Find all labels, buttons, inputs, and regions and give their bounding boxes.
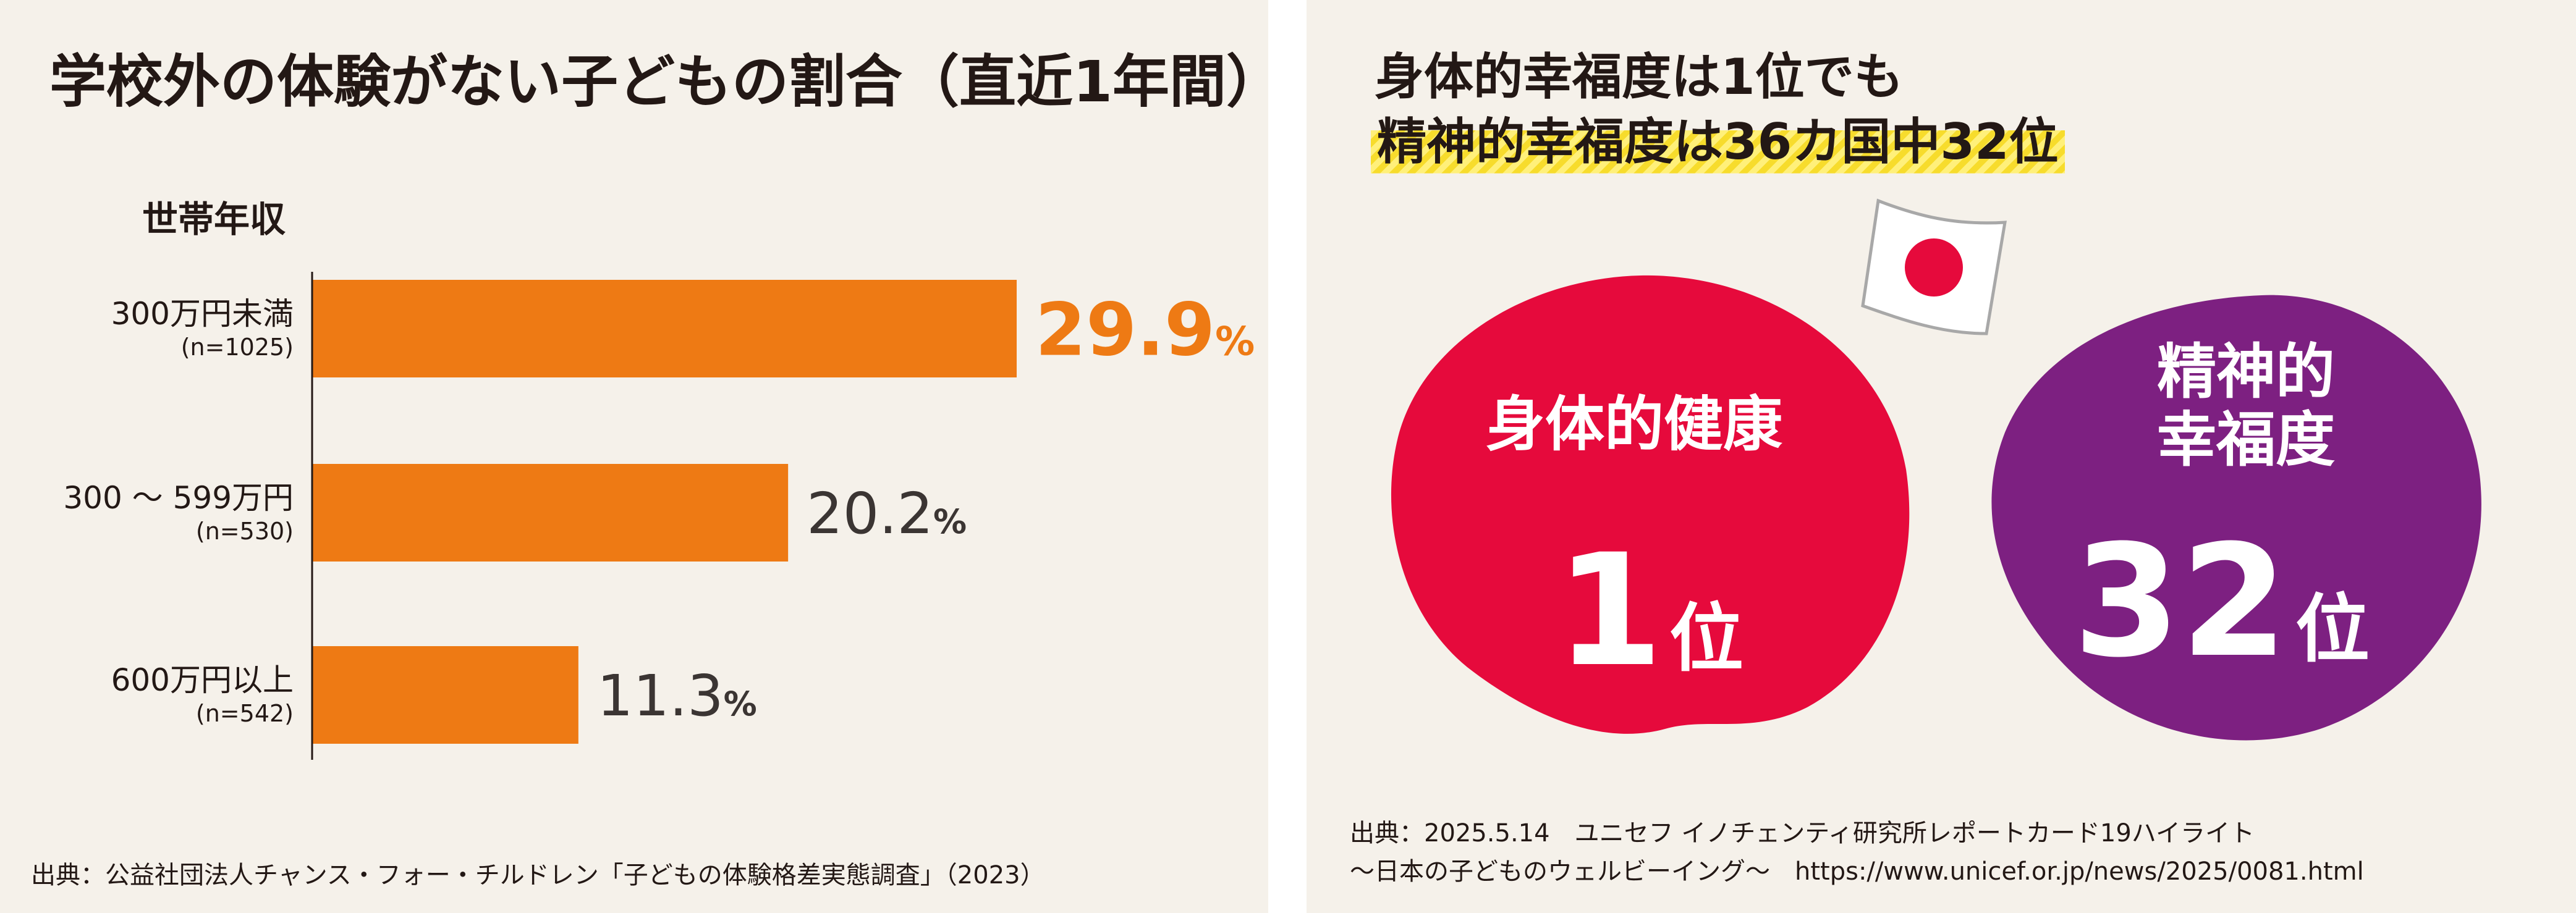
data-label-value: 20.2 — [807, 481, 933, 547]
mental-wellbeing-circle — [1991, 295, 2481, 741]
left-source-note: 出典：公益社団法人チャンス・フォー・チルドレン「子どもの体験格差実態調査」（20… — [31, 861, 1045, 890]
japan-flag-icon — [1861, 198, 2007, 335]
data-label: 20.2% — [807, 481, 967, 547]
right-source-line2: ～日本の子どものウェルビーイング～ https://www.unicef.or.… — [1350, 857, 2364, 886]
physical-health-circle — [1391, 275, 1910, 734]
ranking-circles: 身体的健康 1位 精神的 幸福度 32 位 — [1391, 275, 2481, 741]
mental-rank-suffix: 位 — [2295, 587, 2370, 673]
chart-title: 学校外の体験がない子どもの割合（直近1年間） — [49, 49, 1268, 115]
right-source-line1: 出典：2025.5.14 ユニセフ イノチェンティ研究所レポートカード19ハイラ… — [1350, 819, 2255, 848]
physical-rank-suffix: 位 — [1669, 596, 1743, 682]
right-panel: 身体的幸福度は1位でも 精神的幸福度は36カ国中32位 身体的健康 1位 精神的… — [1307, 0, 2576, 913]
mental-rank: 32 位 — [2073, 511, 2370, 691]
right-source-note: 出典：2025.5.14 ユニセフ イノチェンティ研究所レポートカード19ハイラ… — [1350, 814, 2364, 891]
bar — [312, 646, 578, 744]
sample-size-label: (n=542) — [196, 700, 294, 727]
category-label: 300 ～ 599万円 — [63, 480, 294, 516]
physical-label: 身体的健康 — [1486, 390, 1782, 459]
mental-label-line1: 精神的 — [2157, 337, 2335, 406]
axis-title: 世帯年収 — [142, 198, 286, 240]
data-label-value: 11.3 — [597, 663, 724, 729]
data-label: 11.3% — [597, 663, 757, 729]
mental-label-line2: 幸福度 — [2157, 405, 2335, 474]
data-label-unit: % — [933, 502, 967, 541]
right-title-line2-wrap: 精神的幸福度は36カ国中32位 — [1371, 102, 2065, 174]
right-title-line2: 精神的幸福度は36カ国中32位 — [1371, 102, 2065, 174]
category-label: 300万円未満 — [111, 296, 294, 332]
mental-rank-number: 32 — [2073, 511, 2288, 691]
data-label-unit: % — [724, 684, 757, 723]
bar — [312, 464, 789, 562]
data-label: 29.9% — [1035, 287, 1255, 372]
right-title-line1: 身体的幸福度は1位でも — [1375, 48, 1904, 106]
bar-chart: 世帯年収 300万円未満(n=1025) 29.9% 300 ～ 599万円(n=53… — [63, 198, 1255, 760]
bar — [312, 280, 1017, 377]
physical-rank: 1位 — [1556, 521, 1743, 701]
left-panel: 学校外の体験がない子どもの割合（直近1年間） 世帯年収 300万円未満 (n=102… — [0, 0, 1268, 913]
data-label-unit: % — [1215, 319, 1255, 364]
physical-rank-number: 1 — [1556, 521, 1663, 701]
category-label: 600万円以上 — [111, 662, 294, 698]
data-label-value: 29.9 — [1035, 287, 1215, 372]
sample-size-label: (n=1025) — [181, 334, 294, 361]
sample-size-label: (n=530) — [196, 518, 294, 545]
